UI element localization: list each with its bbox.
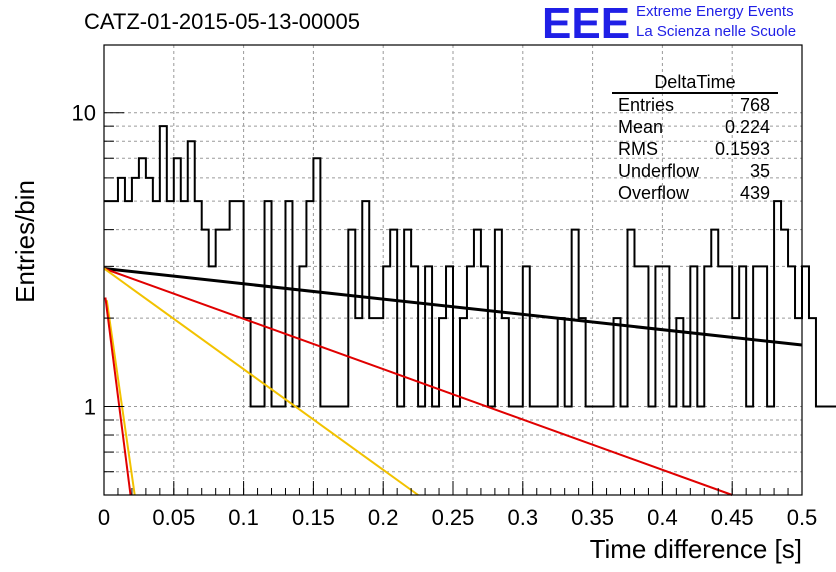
x-tick-label: 0.3 <box>508 505 539 530</box>
x-tick-label: 0.15 <box>292 505 335 530</box>
y-tick-label: 1 <box>84 395 96 420</box>
stats-value: 439 <box>739 183 770 203</box>
y-axis-label: Entries/bin <box>10 180 40 303</box>
x-tick-label: 0.4 <box>647 505 678 530</box>
fit-line <box>103 267 803 347</box>
eee-logo: EEE <box>542 0 631 48</box>
stats-value: 0.1593 <box>714 139 770 159</box>
stats-value: 768 <box>739 95 770 115</box>
x-tick-label: 0.25 <box>432 505 475 530</box>
stats-box: DeltaTime Entries 768 Mean 0.224 RMS 0.1… <box>612 72 778 204</box>
x-axis-label: Time difference [s] <box>589 534 802 564</box>
x-tick-label: 0.05 <box>152 505 195 530</box>
stats-value: 0.224 <box>724 117 770 137</box>
stats-row-underflow: Underflow 35 <box>612 160 778 182</box>
stats-label: Underflow <box>618 161 700 181</box>
x-tick-label: 0 <box>98 505 110 530</box>
x-tick-label: 0.35 <box>571 505 614 530</box>
stats-label: RMS <box>618 139 658 159</box>
stats-label: Entries <box>618 95 675 115</box>
x-tick-label: 0.2 <box>368 505 399 530</box>
eee-caption: Extreme Energy Events La Scienza nelle S… <box>636 2 796 42</box>
stats-value: 35 <box>749 161 770 181</box>
y-tick-label: 10 <box>72 101 96 126</box>
fit-line <box>103 267 733 496</box>
eee-caption-line1: Extreme Energy Events <box>636 3 794 20</box>
stats-row-entries: Entries 768 <box>612 94 778 116</box>
x-tick-label: 0.45 <box>711 505 754 530</box>
stats-row-rms: RMS 0.1593 <box>612 138 778 160</box>
axis-ticks <box>103 112 803 496</box>
fit-line <box>104 297 132 496</box>
x-tick-label: 0.5 <box>787 505 818 530</box>
x-tick-label: 0.1 <box>228 505 259 530</box>
fit-line <box>103 267 419 496</box>
eee-caption-line2: La Scienza nelle Scuole <box>636 23 797 40</box>
page-title: CATZ-01-2015-05-13-00005 <box>84 9 360 34</box>
stats-label: Mean <box>618 117 664 137</box>
histogram-bars <box>104 125 836 408</box>
fit-line <box>105 300 136 496</box>
stats-row-overflow: Overflow 439 <box>612 182 778 204</box>
stats-box-title: DeltaTime <box>612 72 778 94</box>
stats-label: Overflow <box>618 183 690 203</box>
histogram-outline <box>104 125 836 408</box>
fit-lines <box>103 267 803 496</box>
stats-row-mean: Mean 0.224 <box>612 116 778 138</box>
tick-labels: 0 0.05 0.1 0.15 0.2 0.25 0.3 0.35 0.4 0.45 0.5 1 10 <box>72 101 818 530</box>
